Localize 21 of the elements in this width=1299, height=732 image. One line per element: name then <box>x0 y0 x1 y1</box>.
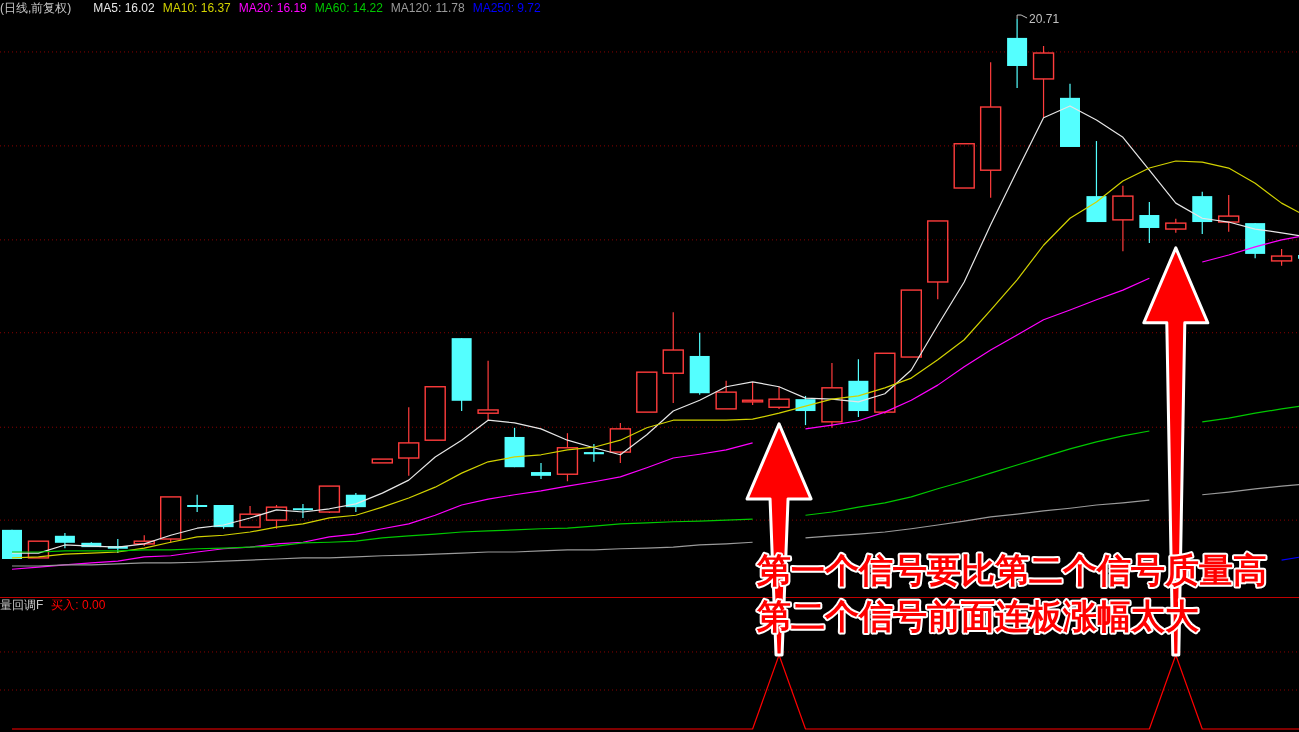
candlestick <box>979 61 1002 199</box>
text: MA20: 16.19 <box>238 1 308 15</box>
chart-title: 量回调F <box>0 598 44 612</box>
candlestick <box>768 386 790 410</box>
text: MA250: 9.72 <box>472 1 542 15</box>
candlestick <box>292 503 313 519</box>
text: MA120: 11.78 <box>390 1 465 15</box>
candlestick <box>1112 185 1134 252</box>
candlestick <box>795 395 816 426</box>
text: MA5: 16.02 <box>93 1 156 15</box>
candlestick <box>662 311 684 404</box>
candlestick <box>477 360 499 421</box>
chart-title: (日线,前复权) <box>0 1 72 15</box>
text: MA60: 14.22 <box>314 1 384 15</box>
text: MA10: 16.37 <box>162 1 232 15</box>
candlestick <box>531 462 551 480</box>
text: 买入: 0.00 <box>51 598 106 612</box>
candlestick <box>583 443 604 463</box>
annotation: 20.71 <box>1029 12 1060 26</box>
candlestick <box>213 504 234 530</box>
candlestick <box>1139 201 1160 244</box>
